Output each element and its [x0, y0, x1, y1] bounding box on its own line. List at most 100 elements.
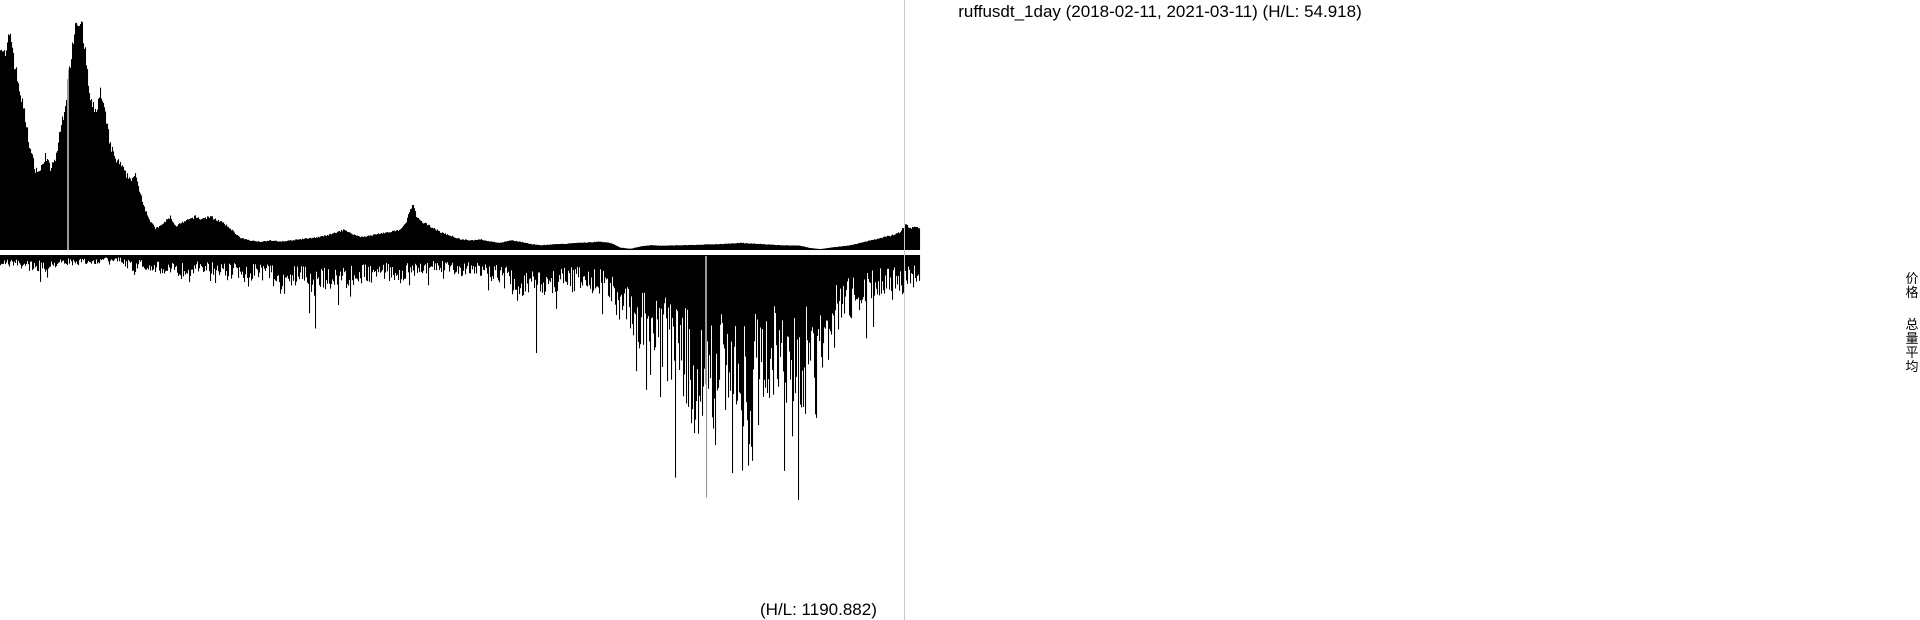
volume-bar: [28, 255, 30, 265]
volume-bar: [349, 255, 351, 280]
volume-bar: [715, 255, 717, 445]
price-bar: [304, 238, 306, 250]
price-bar: [27, 127, 29, 250]
volume-bar: [37, 255, 39, 271]
volume-bar: [340, 255, 342, 272]
price-bar: [323, 236, 325, 250]
price-bar: [507, 241, 509, 250]
price-bar: [658, 245, 660, 250]
volume-bar: [528, 255, 530, 293]
volume-bar: [547, 255, 549, 279]
price-bar: [423, 223, 425, 250]
volume-bar: [734, 255, 736, 347]
volume-bar: [618, 255, 620, 301]
price-bar: [595, 242, 597, 250]
price-bar: [818, 248, 820, 250]
volume-bar: [829, 255, 831, 329]
volume-bar: [767, 255, 769, 393]
volume-bar: [142, 255, 144, 267]
volume-bar: [157, 255, 159, 262]
price-bar: [298, 239, 300, 250]
volume-bar: [435, 255, 437, 264]
price-bar: [173, 222, 175, 250]
volume-bar: [143, 255, 145, 267]
volume-bar: [215, 255, 217, 283]
volume-bar: [82, 255, 84, 259]
price-bar: [551, 244, 553, 250]
price-bar: [294, 240, 296, 250]
price-bar: [35, 172, 37, 250]
volume-bar: [575, 255, 577, 270]
volume-bar: [785, 255, 787, 383]
price-bar: [809, 247, 811, 250]
volume-bar: [371, 255, 373, 283]
price-bar: [829, 247, 831, 250]
volume-bar: [406, 255, 408, 266]
volume-bar: [719, 255, 721, 380]
price-bar: [378, 233, 380, 250]
volume-bar: [545, 255, 547, 292]
volume-bar: [112, 255, 114, 261]
volume-bar: [201, 255, 203, 266]
price-bar: [45, 153, 47, 250]
volume-bar: [791, 255, 793, 360]
price-bar: [616, 245, 618, 250]
price-bar: [391, 232, 393, 250]
volume-bar: [902, 255, 904, 295]
price-bar: [704, 244, 706, 250]
volume-bar: [905, 255, 907, 271]
price-bar: [821, 248, 823, 250]
price-bar: [868, 240, 870, 250]
price-bar: [325, 235, 327, 250]
volume-bar: [696, 255, 698, 402]
volume-bar: [515, 255, 517, 290]
volume-bar: [87, 255, 89, 263]
volume-bar: [672, 255, 674, 318]
volume-bar: [431, 255, 433, 267]
volume-bar: [163, 255, 165, 270]
price-bar: [430, 227, 432, 250]
price-bar: [738, 243, 740, 250]
price-bar: [875, 239, 877, 250]
volume-bar: [711, 255, 713, 326]
price-bar: [240, 238, 242, 250]
volume-bar: [644, 255, 646, 293]
volume-bar: [161, 255, 163, 269]
price-bar: [144, 206, 146, 250]
price-bar: [526, 243, 528, 250]
volume-bar: [421, 255, 423, 272]
volume-bar: [335, 255, 337, 270]
price-bar: [239, 236, 241, 250]
price-bar: [612, 243, 614, 250]
price-bar: [600, 241, 602, 250]
volume-bar: [875, 255, 877, 283]
volume-bar: [410, 255, 412, 268]
price-bar: [192, 217, 194, 250]
volume-bar: [439, 255, 441, 270]
volume-bar: [227, 255, 229, 281]
volume-bar: [851, 255, 853, 319]
price-bar: [912, 227, 914, 250]
price-bar: [287, 240, 289, 250]
volume-bar: [2, 255, 4, 265]
volume-bar: [283, 255, 285, 275]
volume-bar: [837, 255, 839, 304]
price-bar: [73, 44, 75, 250]
price-bar: [227, 226, 229, 250]
price-bar: [753, 243, 755, 250]
volume-bar: [151, 255, 153, 267]
volume-bar: [378, 255, 380, 273]
volume-bar: [686, 255, 688, 404]
volume-bar: [61, 255, 63, 263]
price-bar: [499, 243, 501, 250]
volume-bar: [210, 255, 212, 281]
volume-bar: [854, 255, 856, 295]
price-bar: [102, 101, 104, 250]
volume-bar: [323, 255, 325, 288]
price-bar: [459, 238, 461, 250]
price-bar: [782, 245, 784, 250]
price-bar: [649, 245, 651, 250]
price-bar: [7, 42, 9, 250]
volume-bar: [793, 255, 795, 402]
price-bar: [627, 248, 629, 250]
